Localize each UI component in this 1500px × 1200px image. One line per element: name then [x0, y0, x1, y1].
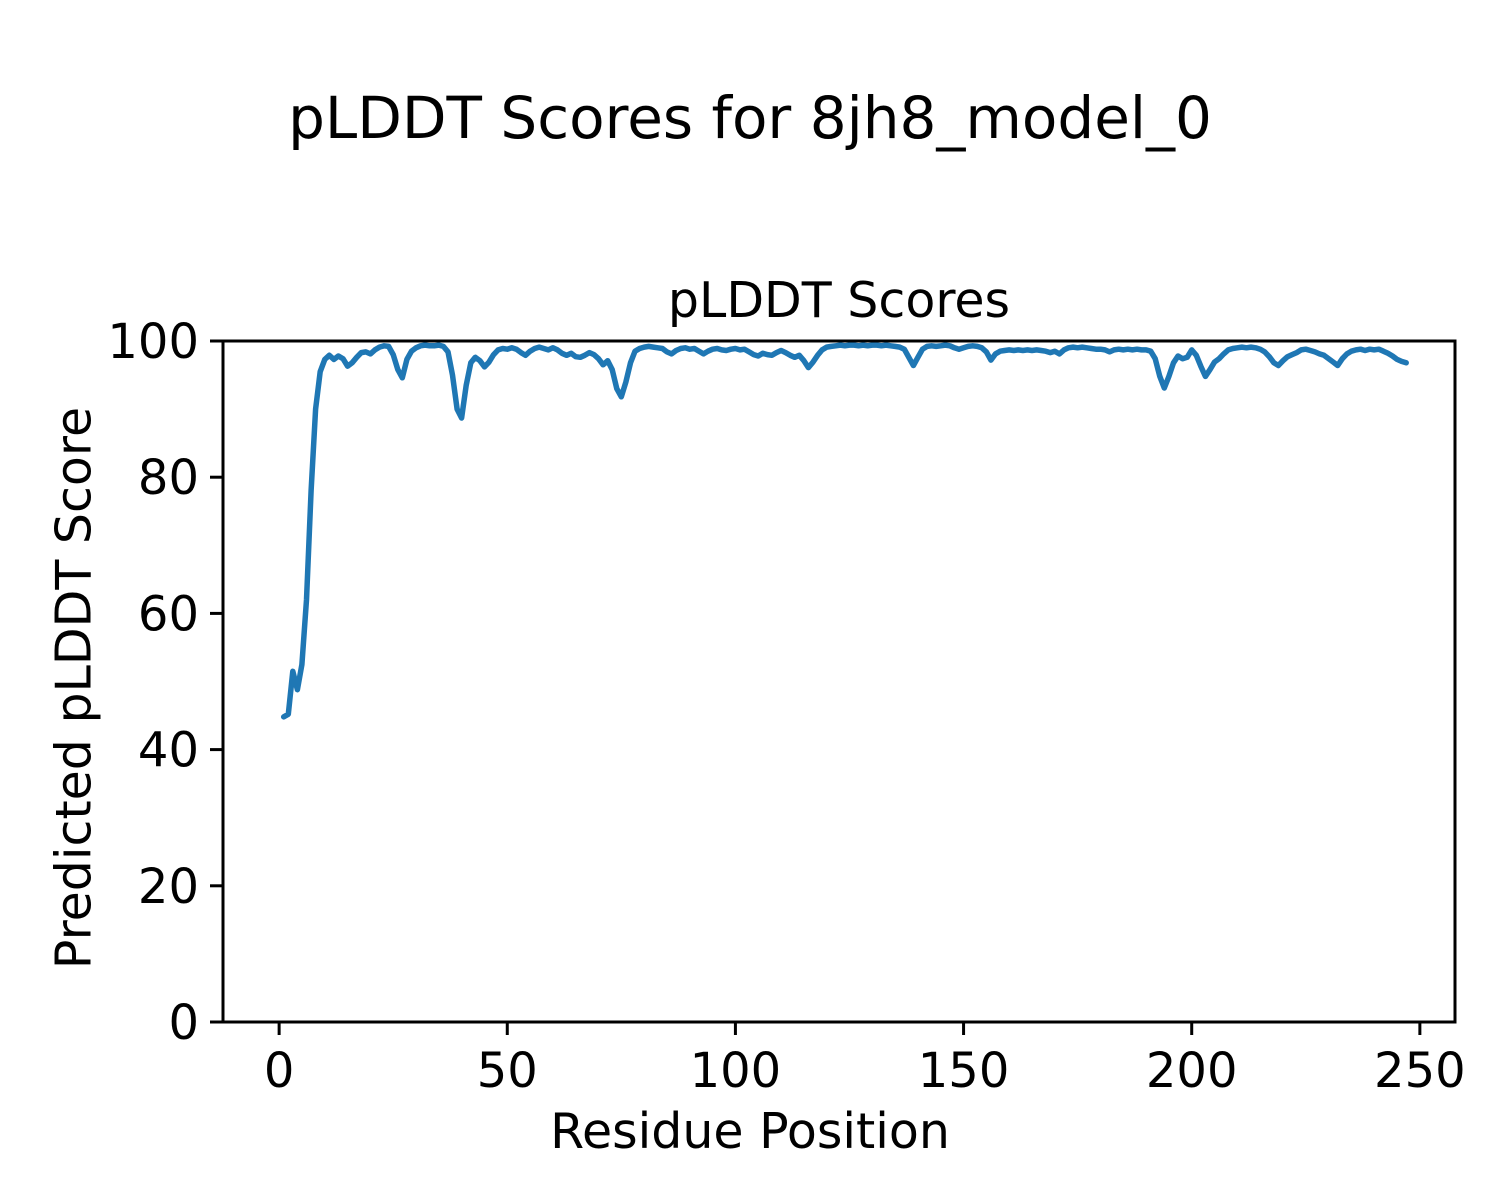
plot-border — [221, 339, 1457, 1024]
axis-ticks — [210, 339, 1422, 1035]
plddt-line — [280, 342, 1409, 720]
y-tick-label: 20 — [138, 859, 199, 915]
x-tick-label: 50 — [477, 1043, 538, 1099]
x-tick-label: 0 — [264, 1043, 295, 1099]
x-tick-label: 250 — [1374, 1043, 1466, 1099]
x-axis-label: Residue Position — [550, 1103, 950, 1160]
y-tick-label: 0 — [168, 995, 199, 1051]
y-tick-label: 80 — [138, 450, 199, 506]
x-tick-label: 100 — [690, 1043, 782, 1099]
y-tick-label: 100 — [107, 314, 199, 370]
y-tick-label: 60 — [138, 586, 199, 642]
x-tick-label: 200 — [1146, 1043, 1238, 1099]
axis-tick-labels: 0 50 100 150 200 250 0 20 40 60 80 100 — [107, 314, 1465, 1099]
x-tick-label: 150 — [918, 1043, 1010, 1099]
figure-title: pLDDT Scores for 8jh8_model_0 — [288, 84, 1212, 152]
y-tick-label: 40 — [138, 723, 199, 779]
axes-title: pLDDT Scores — [667, 272, 1011, 329]
